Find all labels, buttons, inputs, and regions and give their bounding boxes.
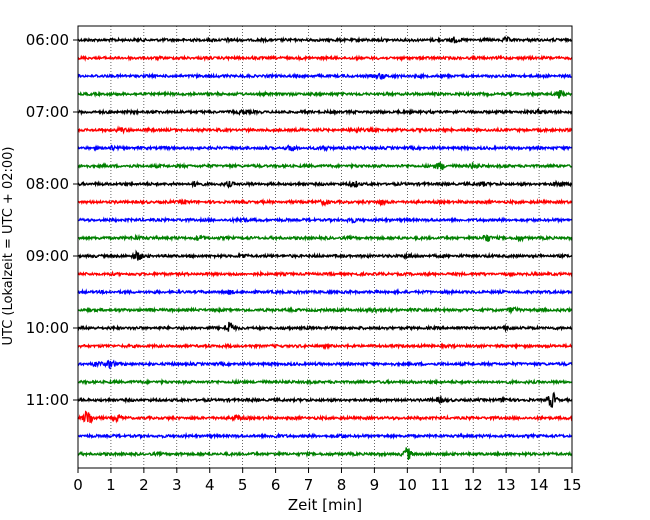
y-tick-label: 06:00	[26, 31, 69, 49]
seismogram-trace	[77, 233, 573, 243]
seismogram-trace	[77, 359, 573, 370]
x-tick-label: 6	[271, 476, 281, 494]
seismogram-trace	[77, 269, 573, 278]
seismogram-traces	[77, 35, 573, 461]
seismogram-trace	[77, 377, 573, 386]
x-tick-label: 12	[464, 476, 483, 494]
x-tick-label: 8	[337, 476, 347, 494]
x-tick-label: 11	[431, 476, 450, 494]
x-grid-lines	[110, 26, 540, 468]
seismogram-trace	[77, 125, 573, 135]
x-tick-label: 2	[139, 476, 149, 494]
seismogram-trace	[77, 410, 573, 425]
x-tick-label: 9	[370, 476, 380, 494]
x-tick-label: 10	[398, 476, 417, 494]
seismogram-trace	[77, 287, 573, 297]
seismogram-trace	[77, 249, 573, 261]
x-axis-label: Zeit [min]	[288, 496, 362, 514]
seismogram-trace	[77, 54, 573, 63]
seismogram-trace	[77, 342, 573, 351]
seismogram-trace	[77, 144, 573, 153]
plot-frame	[77, 25, 573, 469]
x-tick-label: 3	[172, 476, 182, 494]
seismogram-trace	[77, 447, 573, 461]
seismogram-trace	[77, 89, 573, 99]
seismogram-trace	[77, 431, 573, 440]
y-tick-label: 09:00	[26, 247, 69, 265]
x-tick-label: 14	[530, 476, 549, 494]
y-axis-label: UTC (Lokalzeit = UTC + 02:00)	[1, 147, 16, 346]
seismogram-trace	[77, 321, 573, 333]
y-tick-label: 11:00	[26, 391, 69, 409]
seismogram-trace	[77, 216, 573, 225]
x-tick-label: 1	[106, 476, 116, 494]
seismogram-trace	[77, 107, 573, 116]
y-tick-label: 10:00	[26, 319, 69, 337]
seismogram-trace	[77, 72, 573, 81]
y-tick-label: 08:00	[26, 175, 69, 193]
x-tick-label: 13	[497, 476, 516, 494]
seismogram-trace	[77, 162, 573, 171]
seismogram-trace	[77, 306, 573, 315]
x-tick-label: 4	[205, 476, 215, 494]
seismogram-trace	[77, 197, 573, 207]
x-axis-ticks: 0 1 2 3 4 5 6 7 8 9 10 11 12 13 14 15	[73, 468, 582, 494]
x-tick-label: 0	[73, 476, 83, 494]
x-tick-label: 5	[238, 476, 248, 494]
seismogram-trace	[77, 179, 573, 189]
seismogram-trace	[77, 391, 573, 408]
x-tick-label: 15	[562, 476, 581, 494]
seismogram-trace	[77, 35, 573, 44]
y-tick-label: 07:00	[26, 103, 69, 121]
x-tick-label: 7	[304, 476, 314, 494]
y-axis-ticks: 06:00 07:00 08:00 09:00 10:00 11:00	[26, 31, 78, 409]
